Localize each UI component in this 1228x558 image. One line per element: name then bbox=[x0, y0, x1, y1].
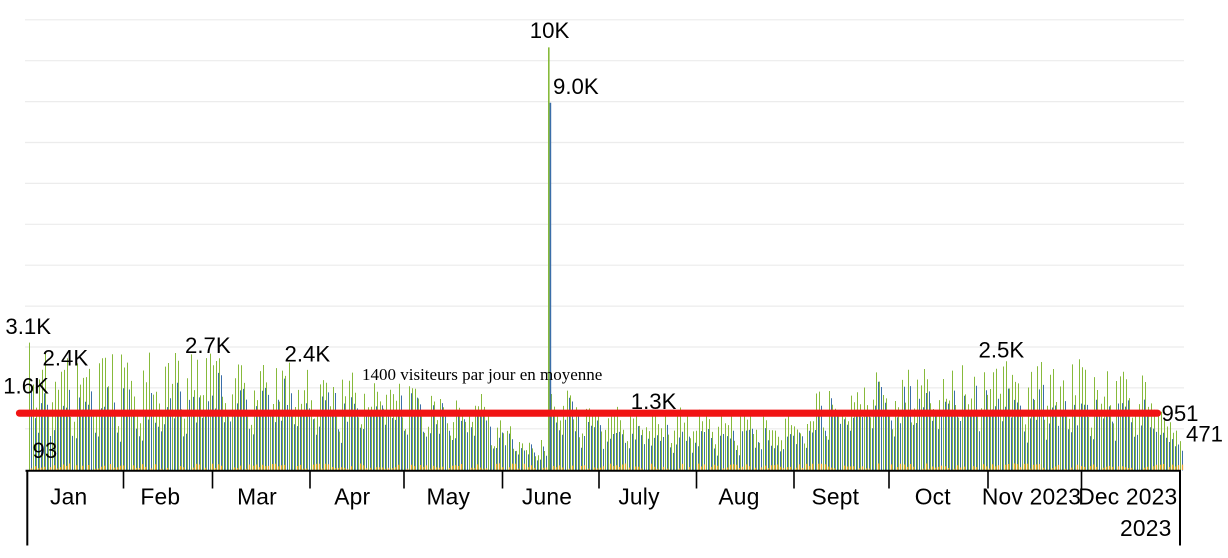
svg-text:Mar: Mar bbox=[237, 484, 277, 510]
svg-text:July: July bbox=[618, 484, 660, 510]
svg-text:9.0K: 9.0K bbox=[553, 74, 599, 99]
svg-text:May: May bbox=[426, 484, 470, 510]
svg-text:10K: 10K bbox=[530, 18, 570, 43]
svg-text:2.4K: 2.4K bbox=[285, 342, 331, 367]
svg-text:Apr: Apr bbox=[334, 484, 370, 510]
svg-text:Oct: Oct bbox=[915, 484, 952, 510]
svg-text:3.1K: 3.1K bbox=[5, 314, 51, 339]
svg-text:Jan: Jan bbox=[50, 484, 87, 510]
svg-text:93: 93 bbox=[33, 438, 58, 463]
svg-text:2.5K: 2.5K bbox=[979, 337, 1025, 362]
svg-text:Sept: Sept bbox=[811, 484, 859, 510]
svg-text:1.6K: 1.6K bbox=[3, 374, 49, 399]
svg-text:951: 951 bbox=[1162, 401, 1199, 426]
svg-text:Aug: Aug bbox=[718, 484, 759, 510]
svg-text:2023: 2023 bbox=[1120, 515, 1172, 541]
svg-text:Feb: Feb bbox=[140, 484, 180, 510]
svg-text:2.4K: 2.4K bbox=[43, 346, 89, 371]
svg-text:471: 471 bbox=[1186, 422, 1223, 447]
svg-text:June: June bbox=[522, 484, 572, 510]
svg-text:2.7K: 2.7K bbox=[185, 333, 231, 358]
svg-text:Nov 2023: Nov 2023 bbox=[982, 484, 1081, 510]
svg-text:1.3K: 1.3K bbox=[631, 389, 677, 414]
svg-text:Dec 2023: Dec 2023 bbox=[1078, 484, 1177, 510]
svg-text:1400 visiteurs par jour en moy: 1400 visiteurs par jour en moyenne bbox=[362, 365, 602, 384]
